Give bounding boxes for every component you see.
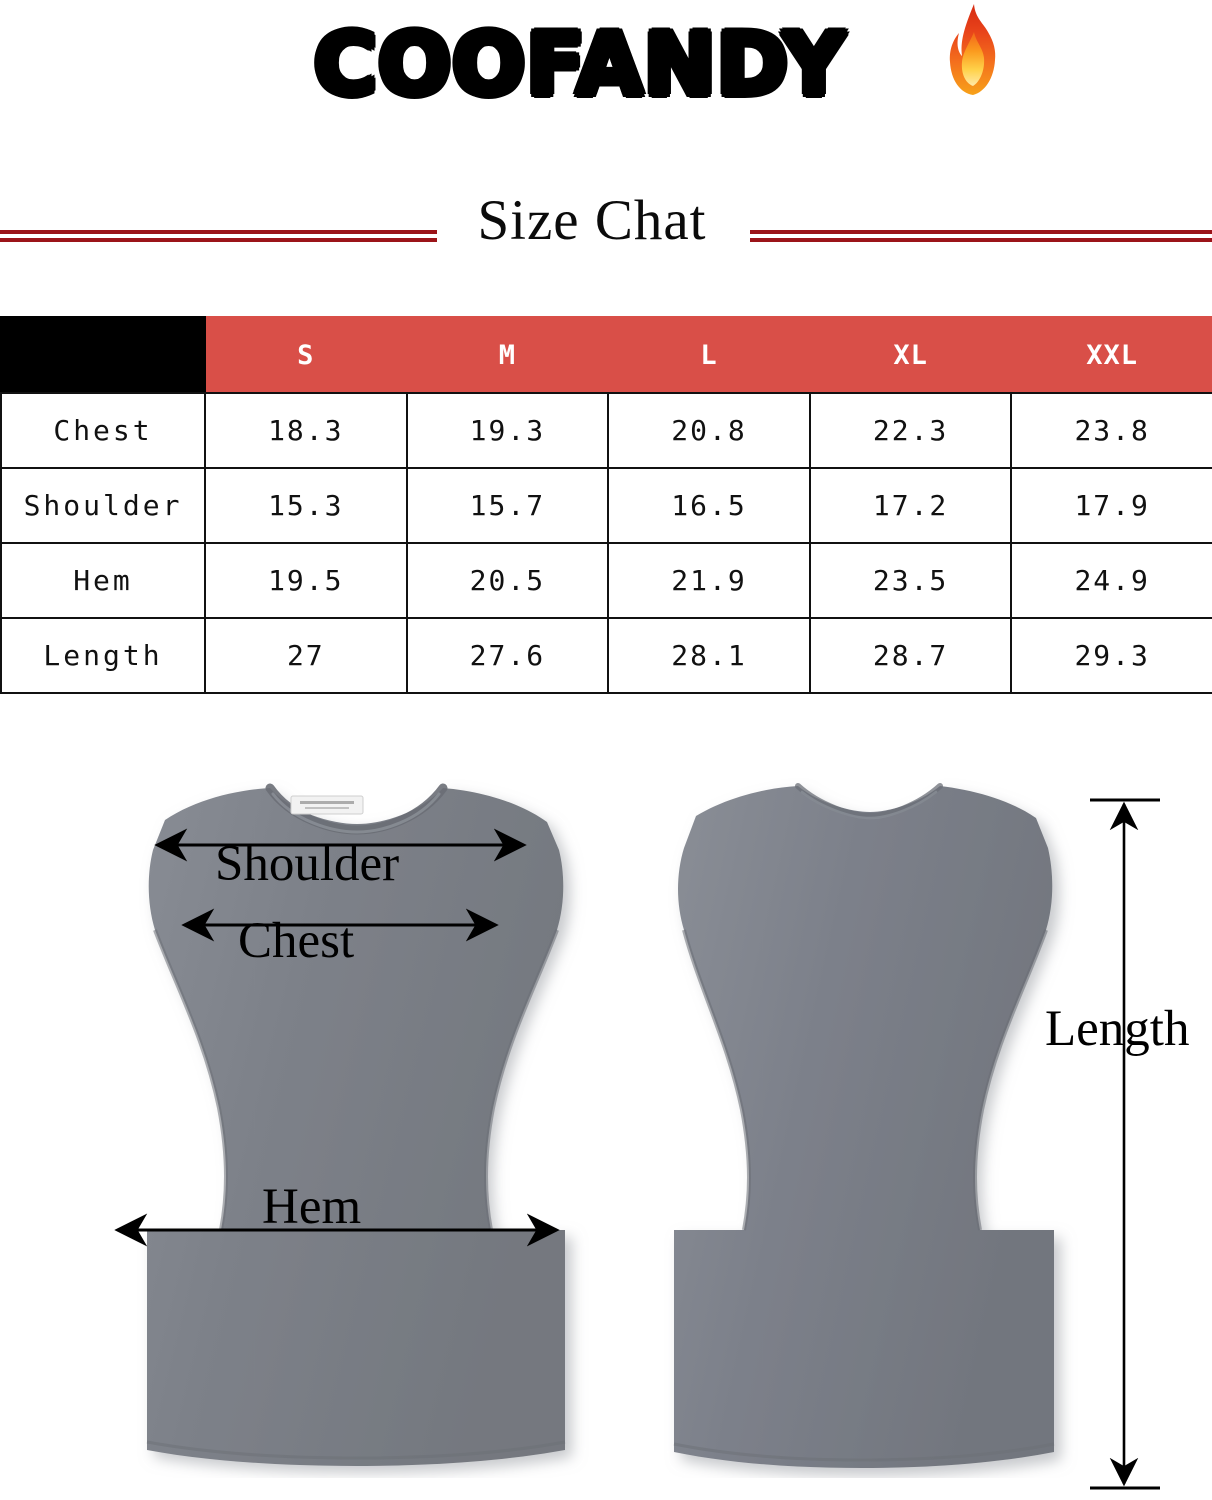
row-label-shoulder: Shoulder	[0, 467, 206, 544]
cell-chest-m: 19.3	[405, 392, 610, 469]
rule-line-top	[750, 230, 1212, 234]
column-header-l: L	[607, 316, 811, 394]
decor-rule-left	[0, 230, 437, 242]
cell-hem-xxl: 24.9	[1010, 542, 1212, 619]
cell-shoulder-s: 15.3	[204, 467, 408, 544]
rule-line-top	[0, 230, 437, 234]
cell-length-xl: 28.7	[808, 617, 1013, 694]
row-label-length: Length	[0, 617, 206, 694]
cell-length-m: 27.6	[405, 617, 610, 694]
row-label-chest: Chest	[0, 392, 206, 469]
cell-shoulder-xl: 17.2	[808, 467, 1013, 544]
length-label: Length	[1045, 1001, 1190, 1057]
decor-rule-right	[750, 230, 1212, 242]
table-header-row: S M L XL XXL	[0, 316, 1212, 394]
brand-header: COOFANDY	[0, 0, 1212, 180]
rule-line-bottom	[750, 238, 1212, 242]
cell-length-xxl: 29.3	[1010, 617, 1212, 694]
cell-shoulder-xxl: 17.9	[1010, 467, 1212, 544]
title-band: Size Chat	[0, 188, 1212, 288]
table-row: Hem 19.5 20.5 21.9 23.5 24.9	[0, 542, 1212, 619]
column-header-s: S	[204, 316, 408, 394]
cell-hem-xl: 23.5	[808, 542, 1013, 619]
table-row: Chest 18.3 19.3 20.8 22.3 23.8	[0, 392, 1212, 469]
neck-brand-tag	[290, 795, 364, 815]
cell-chest-s: 18.3	[204, 392, 408, 469]
shoulder-label: Shoulder	[215, 836, 400, 892]
cell-length-s: 27	[204, 617, 408, 694]
tank-top-back-view	[630, 778, 1100, 1478]
table-corner-cell	[0, 316, 206, 394]
row-label-hem: Hem	[0, 542, 206, 619]
cell-chest-xl: 22.3	[808, 392, 1013, 469]
column-header-xxl: XXL	[1010, 316, 1212, 394]
garment-diagram-area: Shoulder Chest Hem Length	[0, 700, 1212, 1500]
cell-hem-l: 21.9	[607, 542, 811, 619]
column-header-m: M	[405, 316, 610, 394]
size-chart-table: S M L XL XXL Chest 18.3 19.3 20.8 22.3 2…	[0, 316, 1212, 694]
tank-top-front-view	[95, 778, 615, 1478]
cell-chest-l: 20.8	[607, 392, 811, 469]
rule-line-bottom	[0, 238, 437, 242]
cell-shoulder-m: 15.7	[405, 467, 610, 544]
cell-shoulder-l: 16.5	[607, 467, 811, 544]
table-row: Shoulder 15.3 15.7 16.5 17.2 17.9	[0, 467, 1212, 544]
chest-label: Chest	[238, 913, 355, 969]
column-header-xl: XL	[808, 316, 1013, 394]
cell-chest-xxl: 23.8	[1010, 392, 1212, 469]
cell-length-l: 28.1	[607, 617, 811, 694]
hem-label: Hem	[262, 1179, 362, 1235]
page-title: Size Chat	[477, 189, 707, 252]
table-row: Length 27 27.6 28.1 28.7 29.3	[0, 617, 1212, 694]
brand-logo: COOFANDY	[312, 15, 847, 115]
flame-icon	[944, 2, 1002, 106]
cell-hem-m: 20.5	[405, 542, 610, 619]
cell-hem-s: 19.5	[204, 542, 408, 619]
